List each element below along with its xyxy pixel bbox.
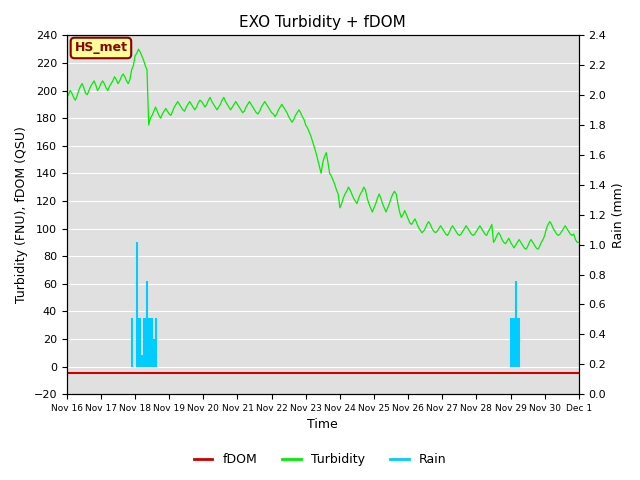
Turbidity [288, 120, 296, 125]
Y-axis label: Turbidity (FNU), fDOM (QSU): Turbidity (FNU), fDOM (QSU) [15, 126, 28, 303]
Turbidity [467, 231, 475, 237]
fDOM [63, 371, 70, 376]
Turbidity [271, 114, 279, 120]
Legend: fDOM, Turbidity, Rain: fDOM, Turbidity, Rain [189, 448, 451, 471]
Title: EXO Turbidity + fDOM: EXO Turbidity + fDOM [239, 15, 406, 30]
Text: HS_met: HS_met [74, 41, 127, 54]
fDOM [97, 371, 105, 376]
Line: Turbidity: Turbidity [67, 49, 579, 249]
Turbidity [541, 232, 548, 238]
X-axis label: Time: Time [307, 419, 338, 432]
Turbidity [415, 224, 422, 230]
Turbidity [134, 46, 142, 52]
Turbidity [575, 240, 582, 245]
Turbidity [497, 232, 504, 238]
Y-axis label: Rain (mm): Rain (mm) [612, 182, 625, 248]
Turbidity [63, 95, 70, 100]
Turbidity [522, 246, 530, 252]
